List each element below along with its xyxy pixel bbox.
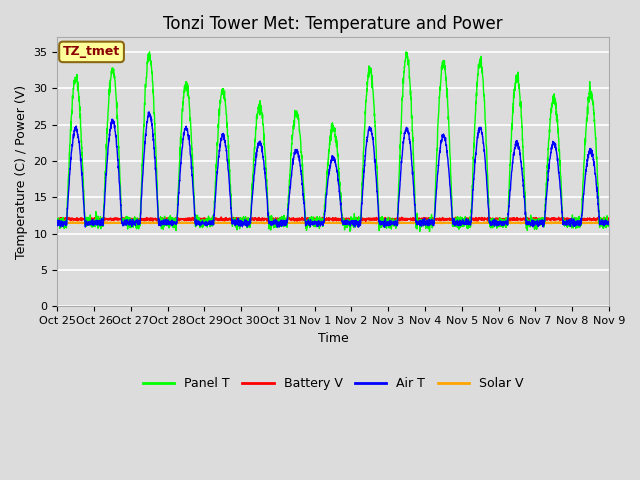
Battery V xyxy=(605,216,612,222)
Air T xyxy=(54,223,61,228)
Air T xyxy=(381,225,388,230)
Panel T xyxy=(595,190,602,195)
Panel T xyxy=(146,49,154,55)
Air T xyxy=(595,204,602,210)
Air T xyxy=(289,161,297,167)
Panel T xyxy=(605,220,612,226)
Panel T xyxy=(265,226,273,232)
Battery V xyxy=(149,216,157,222)
Battery V xyxy=(289,216,297,221)
Solar V xyxy=(483,219,491,225)
Solar V xyxy=(116,219,124,225)
Air T xyxy=(116,196,124,202)
Line: Air T: Air T xyxy=(58,112,609,228)
Battery V xyxy=(116,216,124,222)
Title: Tonzi Tower Met: Temperature and Power: Tonzi Tower Met: Temperature and Power xyxy=(163,15,503,33)
Air T xyxy=(145,109,153,115)
Text: TZ_tmet: TZ_tmet xyxy=(63,46,120,59)
Solar V xyxy=(605,220,612,226)
Solar V xyxy=(595,220,602,226)
Panel T xyxy=(54,218,61,224)
Solar V xyxy=(265,220,273,226)
X-axis label: Time: Time xyxy=(317,332,349,345)
Panel T xyxy=(535,216,543,221)
Y-axis label: Temperature (C) / Power (V): Temperature (C) / Power (V) xyxy=(15,85,28,259)
Air T xyxy=(605,222,612,228)
Panel T xyxy=(149,87,157,93)
Line: Battery V: Battery V xyxy=(58,217,609,221)
Panel T xyxy=(426,228,433,234)
Solar V xyxy=(535,220,543,226)
Line: Panel T: Panel T xyxy=(58,52,609,231)
Battery V xyxy=(458,218,466,224)
Air T xyxy=(265,218,273,224)
Solar V xyxy=(289,220,297,226)
Legend: Panel T, Battery V, Air T, Solar V: Panel T, Battery V, Air T, Solar V xyxy=(138,372,528,395)
Solar V xyxy=(149,220,157,226)
Battery V xyxy=(218,214,225,220)
Air T xyxy=(149,138,157,144)
Battery V xyxy=(54,217,61,223)
Panel T xyxy=(116,182,124,188)
Air T xyxy=(535,220,543,226)
Solar V xyxy=(54,220,61,226)
Line: Solar V: Solar V xyxy=(58,222,609,224)
Battery V xyxy=(535,216,543,221)
Battery V xyxy=(595,216,602,222)
Battery V xyxy=(265,216,273,222)
Solar V xyxy=(195,221,203,227)
Panel T xyxy=(289,129,297,135)
